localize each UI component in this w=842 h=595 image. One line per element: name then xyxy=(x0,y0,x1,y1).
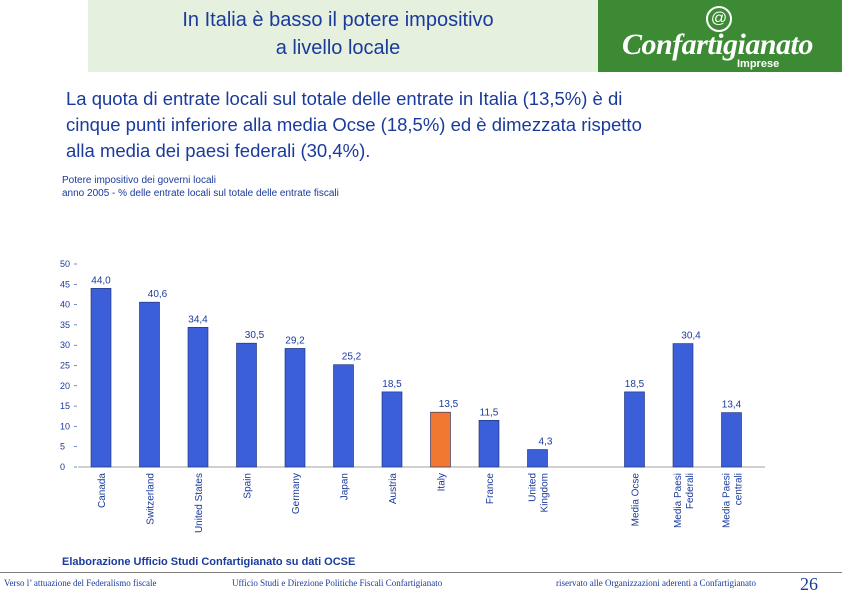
chart-subtitle: anno 2005 - % delle entrate locali sul t… xyxy=(62,188,339,199)
y-tick-label: 25 xyxy=(60,361,70,371)
y-tick-label: 40 xyxy=(60,300,70,310)
footer-center: Ufficio Studi e Direzione Politiche Fisc… xyxy=(232,578,443,588)
bar-2 xyxy=(187,327,209,468)
data-label: 4,3 xyxy=(539,437,553,448)
data-label: 25,2 xyxy=(342,352,362,363)
bar-10 xyxy=(624,391,645,468)
bar-7 xyxy=(430,411,451,468)
x-tick-label: Media Paesi xyxy=(673,473,684,528)
data-label: 30,4 xyxy=(681,331,701,342)
y-tick-label: 20 xyxy=(60,381,70,391)
footer-right: riservato alle Organizzazioni aderenti a… xyxy=(556,578,756,588)
data-label: 13,5 xyxy=(439,399,459,410)
x-tick-label: France xyxy=(485,473,496,505)
bar-chart: 0 5 10 15 20 25 30 35 40 45 50 44,0 Canada 40,6 Switze… xyxy=(60,259,765,533)
x-tick-label: Switzerland xyxy=(146,473,157,525)
data-label: 18,5 xyxy=(382,379,402,390)
source-note: Elaborazione Ufficio Studi Confartigiana… xyxy=(62,556,356,568)
title-banner xyxy=(88,0,598,72)
logo-subtitle: Imprese xyxy=(737,58,780,70)
x-tick-label: Austria xyxy=(388,473,399,505)
title-line-2: a livello locale xyxy=(275,37,401,59)
bar-11 xyxy=(672,343,694,468)
y-tick-label: 0 xyxy=(60,462,65,472)
x-tick-label: Italy xyxy=(437,473,448,491)
logo-wordmark: Confartigianato xyxy=(622,28,813,61)
y-tick-label: 45 xyxy=(60,279,70,289)
headline-line-3: alla media dei paesi federali (30,4%). xyxy=(66,140,371,161)
headline-line-2: cinque punti inferiore alla media Ocse (… xyxy=(66,114,642,135)
footer-divider xyxy=(0,572,842,573)
bar-9 xyxy=(527,449,548,468)
y-tick-label: 30 xyxy=(60,340,70,350)
x-tick-label: Japan xyxy=(340,473,351,500)
x-tick-label: Germany xyxy=(291,473,302,514)
x-tick-label: United xyxy=(528,473,539,502)
page-number: 26 xyxy=(800,574,818,594)
x-tick-label: Media Paesi xyxy=(722,473,733,528)
x-tick-label: Spain xyxy=(243,473,254,499)
logo-at-icon: @ xyxy=(706,6,732,32)
title-line-1: In Italia è basso il potere impositivo xyxy=(182,9,494,31)
y-tick-label: 5 xyxy=(60,442,65,452)
footer-left: Verso l’ attuazione del Federalismo fisc… xyxy=(4,578,157,588)
bar-8 xyxy=(478,420,500,468)
data-label: 29,2 xyxy=(285,335,305,346)
x-tick-label: Federali xyxy=(685,473,696,509)
page-title: In Italia è basso il potere impositivo a… xyxy=(88,6,588,62)
data-label: 13,4 xyxy=(722,400,742,411)
data-label: 18,5 xyxy=(625,379,645,390)
data-label: 30,5 xyxy=(245,330,265,341)
y-tick-label: 10 xyxy=(60,421,70,431)
x-tick-label: United States xyxy=(194,473,205,533)
y-tick-label: 15 xyxy=(60,401,70,411)
data-label: 34,4 xyxy=(188,314,208,325)
x-tick-label: Media Ocse xyxy=(631,473,642,527)
x-tick-label: centrali xyxy=(734,473,745,505)
headline: La quota di entrate locali sul totale de… xyxy=(66,86,806,164)
bar-0 xyxy=(90,288,112,468)
y-tick-label: 35 xyxy=(60,320,70,330)
chart-caption: Potere impositivo dei governi locali ann… xyxy=(62,174,339,200)
data-label: 40,6 xyxy=(148,289,168,300)
x-tick-label: Canada xyxy=(97,473,108,508)
bar-1 xyxy=(139,301,160,468)
headline-line-1: La quota di entrate locali sul totale de… xyxy=(66,88,623,109)
bar-6 xyxy=(381,391,403,468)
bar-12 xyxy=(721,412,742,468)
bar-4 xyxy=(284,348,306,468)
data-label: 44,0 xyxy=(91,275,111,286)
data-label: 11,5 xyxy=(480,407,499,418)
x-tick-label: Kingdom xyxy=(540,473,551,512)
chart-title: Potere impositivo dei governi locali xyxy=(62,175,216,186)
bar-3 xyxy=(236,342,257,468)
y-tick-label: 50 xyxy=(60,259,70,269)
bar-5 xyxy=(333,364,354,468)
